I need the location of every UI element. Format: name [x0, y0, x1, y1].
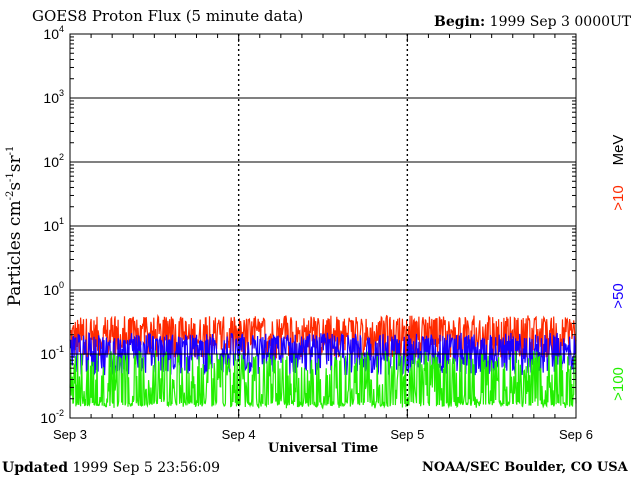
x-axis-label: Universal Time [268, 441, 379, 456]
series-line-gt50 [69, 332, 577, 376]
begin-value: 1999 Sep 3 0000UT [489, 14, 632, 30]
chart-title: GOES8 Proton Flux (5 minute data) [32, 7, 304, 25]
legend-unit-label: MeV [610, 135, 627, 166]
updated-label: Updated [2, 460, 69, 476]
x-tick-label: Sep 3 [53, 427, 87, 442]
updated-value: 1999 Sep 5 23:56:09 [72, 460, 221, 476]
x-tick-label: Sep 4 [222, 427, 256, 442]
legend-gt50: >50 [610, 283, 627, 308]
begin-time: Begin: 1999 Sep 3 0000UT [434, 14, 631, 30]
y-tick-label: 100 [43, 280, 64, 298]
y-tick-label: 104 [43, 24, 64, 42]
y-tick-label: 10-2 [40, 408, 64, 426]
legend-gt10: >10 [610, 185, 627, 210]
updated-timestamp: Updated 1999 Sep 5 23:56:09 [2, 460, 220, 476]
credit-line: NOAA/SEC Boulder, CO USA [422, 460, 628, 475]
begin-label: Begin: [434, 14, 486, 30]
y-tick-label: 102 [43, 152, 64, 170]
series-line-gt100 [69, 350, 577, 410]
legend-gt100: >100 [610, 367, 627, 401]
y-tick-label: 101 [43, 216, 64, 234]
x-tick-label: Sep 6 [559, 427, 593, 442]
y-tick-label: 10-1 [40, 344, 64, 362]
y-axis-label: Particles cm-2s-1sr-1 [5, 146, 25, 307]
y-tick-label: 103 [43, 88, 64, 106]
x-tick-label: Sep 5 [390, 427, 424, 442]
